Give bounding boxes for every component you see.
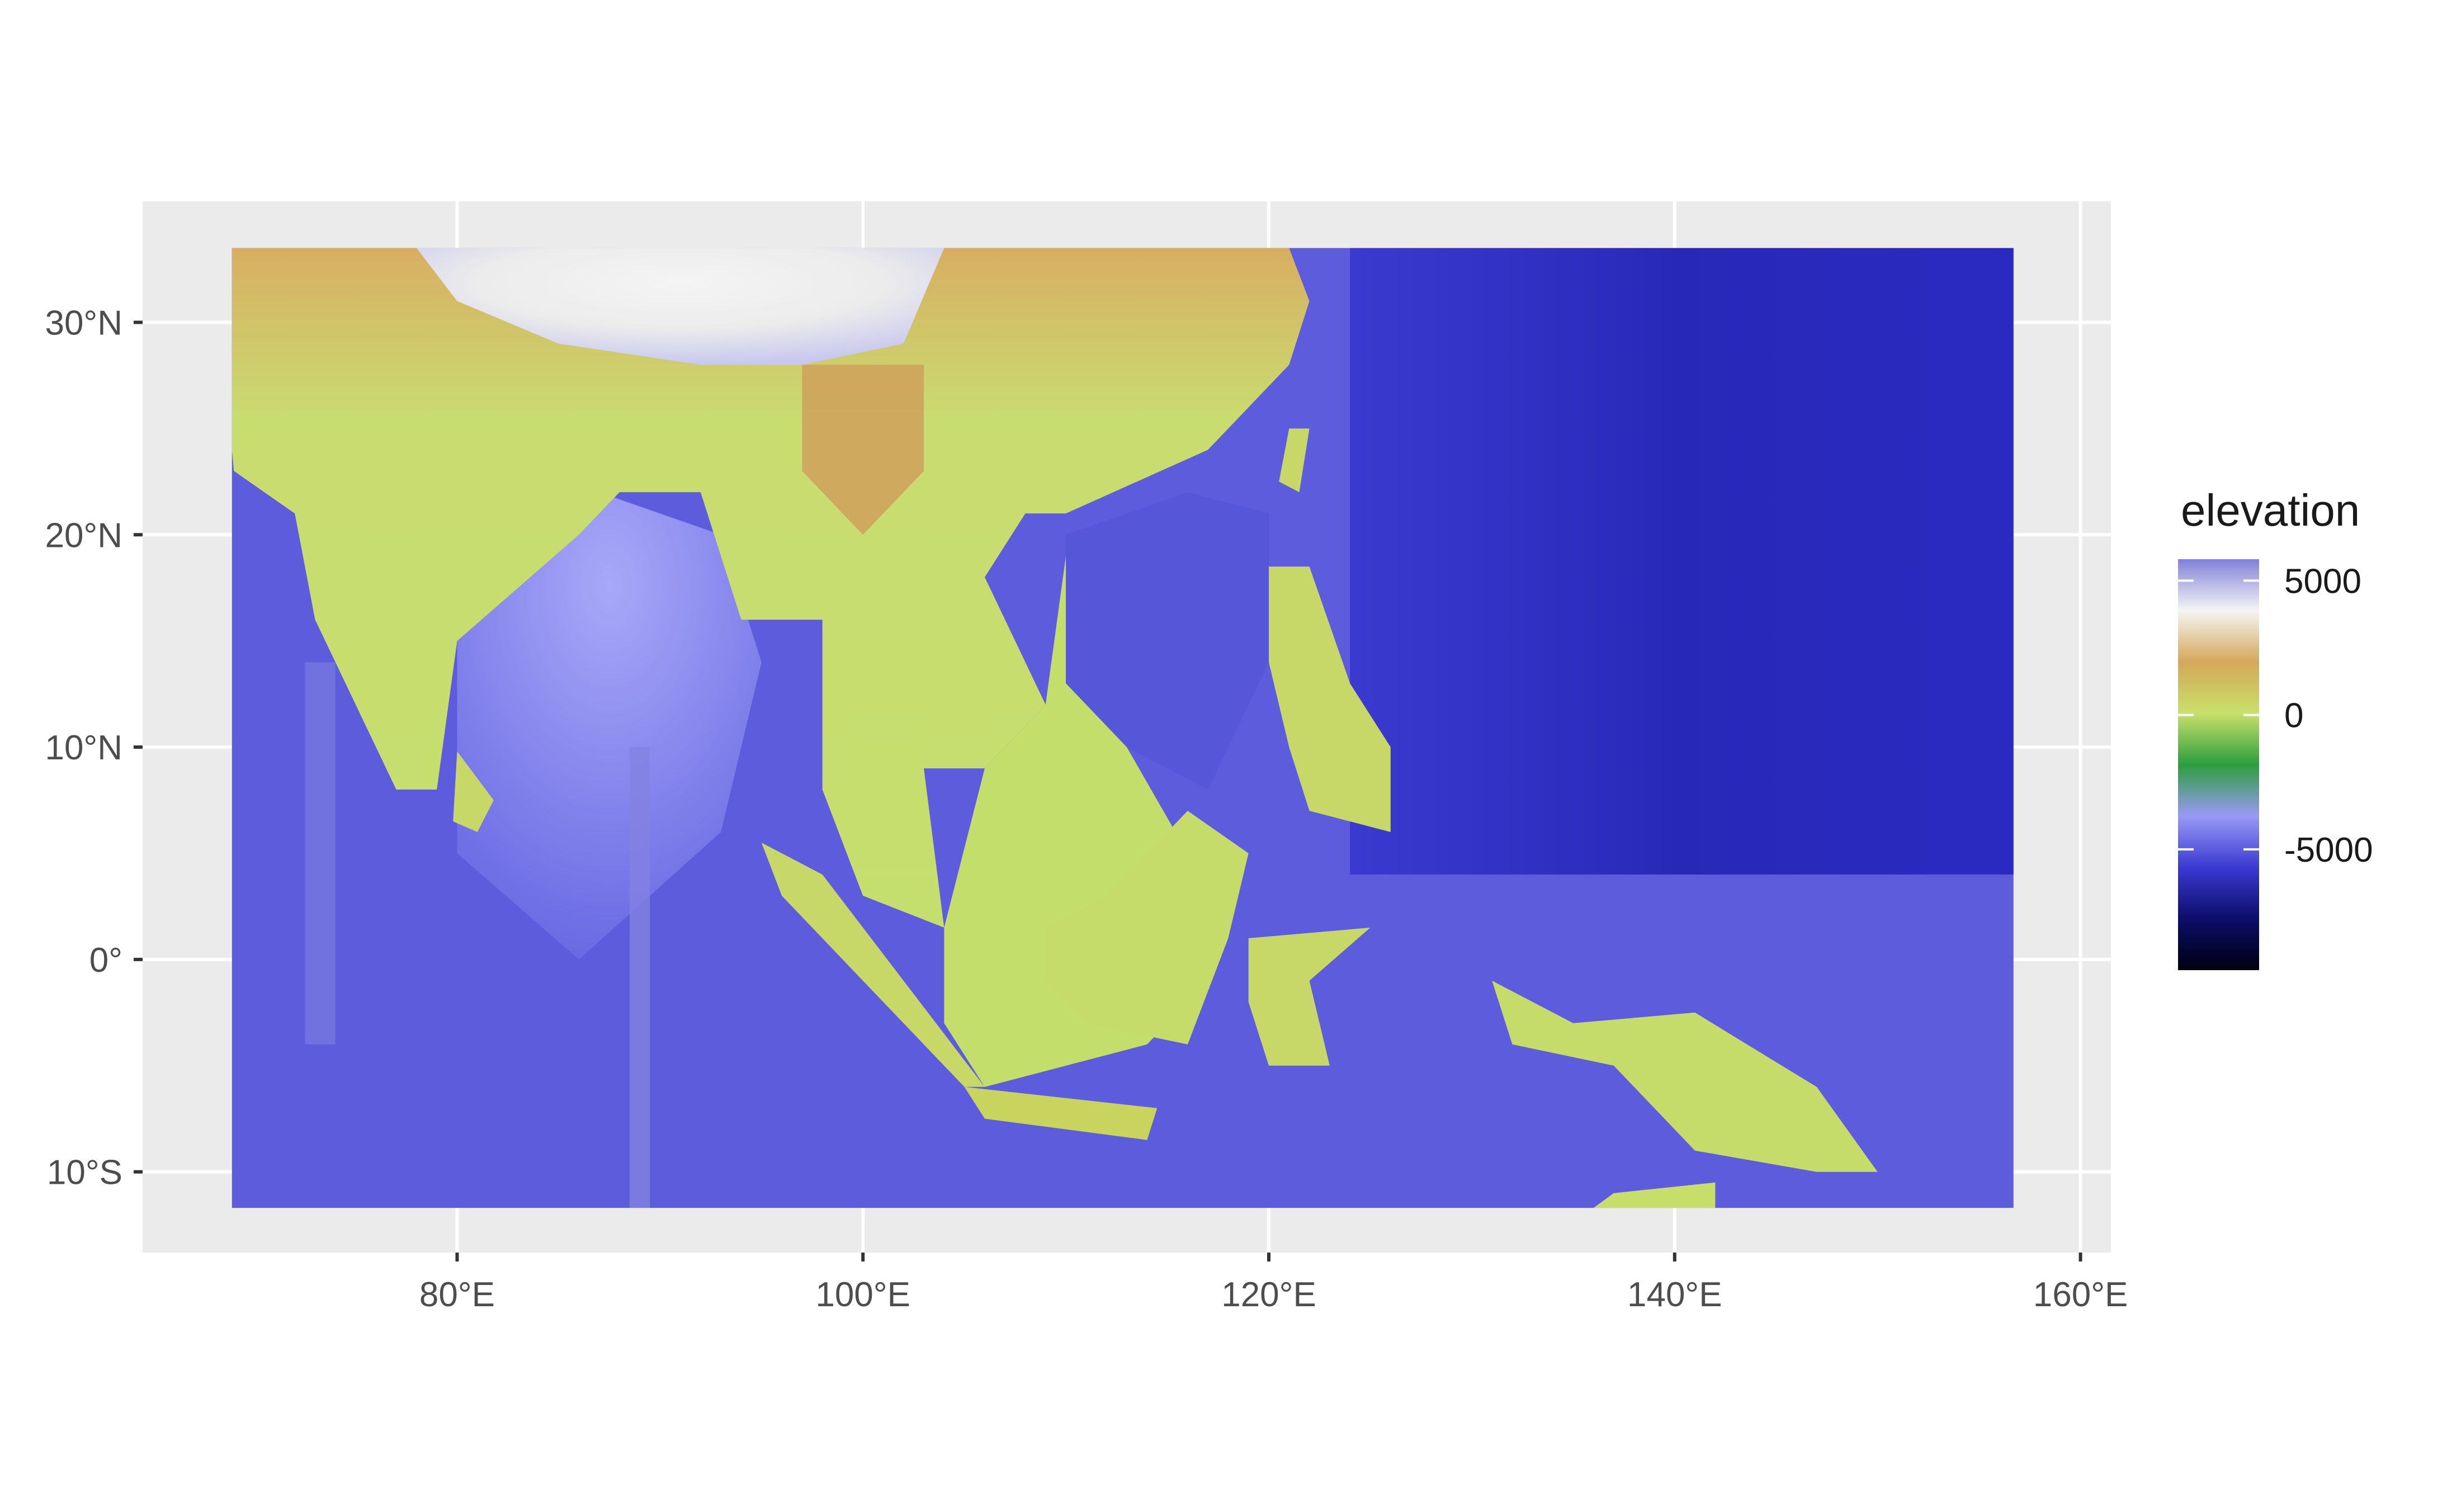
bay-of-bengal	[457, 492, 762, 960]
y-tick-label: 10°S	[47, 1154, 122, 1192]
ninety-east-ridge	[629, 747, 650, 1208]
legend-title: elevation	[2181, 485, 2360, 535]
australia-north	[1593, 1182, 1716, 1208]
philippines	[1269, 566, 1391, 832]
new-guinea	[1492, 980, 1878, 1172]
sulawesi	[1248, 927, 1371, 1066]
x-axis: 80°E 100°E 120°E 140°E 160°E	[419, 1253, 2128, 1314]
x-tick-label: 100°E	[815, 1275, 910, 1314]
south-china-sea	[1066, 492, 1269, 790]
y-tick-label: 0°	[89, 941, 122, 980]
borneo	[1045, 811, 1249, 1045]
y-tick-label: 10°N	[45, 729, 122, 767]
y-tick-label: 20°N	[45, 516, 122, 555]
pacific-deep-ocean	[1350, 248, 2014, 875]
taiwan	[1279, 428, 1310, 493]
yunnan-highlands	[802, 365, 924, 535]
java	[964, 1086, 1158, 1140]
colorbar	[2178, 559, 2259, 970]
maldives-ridge	[305, 662, 336, 1045]
sri-lanka	[453, 751, 494, 832]
sumatra	[761, 843, 985, 1087]
colorbar-gradient	[2178, 559, 2259, 970]
legend-label: 0	[2284, 697, 2303, 735]
legend: elevation 5000 0 -5000	[2178, 485, 2373, 970]
x-tick-label: 140°E	[1627, 1275, 1722, 1314]
legend-label: 5000	[2284, 562, 2361, 601]
x-tick-label: 80°E	[419, 1275, 495, 1314]
elevation-raster	[232, 248, 2014, 1208]
asia-mainland	[232, 248, 1310, 928]
x-tick-label: 120°E	[1221, 1275, 1316, 1314]
legend-label: -5000	[2284, 831, 2373, 870]
tibetan-plateau	[416, 248, 944, 365]
y-axis: 30°N 20°N 10°N 0° 10°S	[45, 304, 143, 1192]
y-tick-label: 30°N	[45, 304, 122, 342]
x-tick-label: 160°E	[2033, 1275, 2128, 1314]
